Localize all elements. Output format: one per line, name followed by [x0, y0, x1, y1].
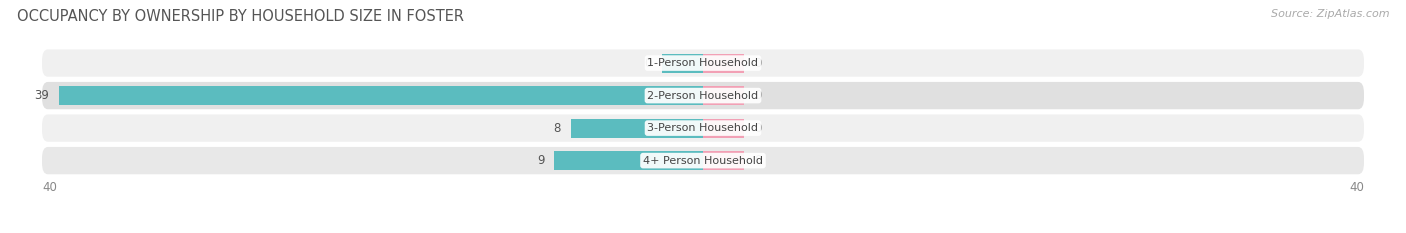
Text: 0: 0: [754, 122, 762, 135]
Bar: [59, 86, 703, 105]
Text: Source: ZipAtlas.com: Source: ZipAtlas.com: [1271, 9, 1389, 19]
Text: 0: 0: [644, 57, 652, 70]
Text: 0: 0: [754, 154, 762, 167]
Bar: [703, 54, 744, 72]
Text: 8: 8: [554, 122, 561, 135]
Text: OCCUPANCY BY OWNERSHIP BY HOUSEHOLD SIZE IN FOSTER: OCCUPANCY BY OWNERSHIP BY HOUSEHOLD SIZE…: [17, 9, 464, 24]
Text: 40: 40: [1348, 181, 1364, 194]
Text: 39: 39: [34, 89, 49, 102]
Bar: [554, 151, 703, 170]
Text: 9: 9: [537, 154, 544, 167]
Text: 0: 0: [754, 89, 762, 102]
Text: 40: 40: [42, 181, 58, 194]
FancyBboxPatch shape: [42, 114, 1364, 142]
Bar: [662, 54, 703, 72]
Bar: [703, 119, 744, 137]
Text: 0: 0: [754, 57, 762, 70]
Text: 1-Person Household: 1-Person Household: [648, 58, 758, 68]
Text: 3-Person Household: 3-Person Household: [648, 123, 758, 133]
Text: 4+ Person Household: 4+ Person Household: [643, 156, 763, 166]
FancyBboxPatch shape: [42, 147, 1364, 174]
Text: 2-Person Household: 2-Person Household: [647, 91, 759, 101]
Bar: [703, 86, 744, 105]
FancyBboxPatch shape: [42, 82, 1364, 109]
Bar: [571, 119, 703, 137]
Bar: [703, 151, 744, 170]
FancyBboxPatch shape: [42, 49, 1364, 77]
